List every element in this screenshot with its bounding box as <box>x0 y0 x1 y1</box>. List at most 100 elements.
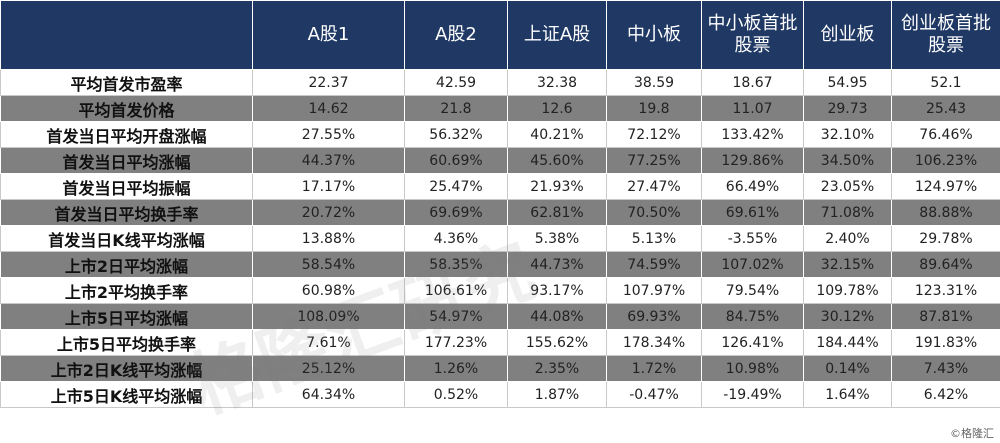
table-cell: 69.69% <box>404 199 508 226</box>
row-label: 首发当日平均换手率 <box>0 199 253 226</box>
table-cell: 64.34% <box>252 381 405 408</box>
table-cell: 184.44% <box>803 329 892 356</box>
table-cell: 87.81% <box>891 303 1000 330</box>
table-row: 平均首发市盈率 22.37 42.59 32.38 38.59 18.67 54.95 52.… <box>0 69 1000 96</box>
table-cell: 107.02% <box>701 251 804 278</box>
table-cell: 21.93% <box>507 173 607 200</box>
table-cell: 2.40% <box>803 225 892 252</box>
row-label: 平均首发市盈率 <box>0 69 253 96</box>
table-cell: 133.42% <box>701 121 804 148</box>
table-cell: 126.41% <box>701 329 804 356</box>
table-cell: 69.93% <box>606 303 702 330</box>
table-cell: 38.59 <box>606 69 702 96</box>
table-cell: 19.8 <box>606 95 702 122</box>
table-cell: 60.69% <box>404 147 508 174</box>
column-header: 上证A股 <box>507 0 607 70</box>
table-cell: 1.64% <box>803 381 892 408</box>
table-cell: 66.49% <box>701 173 804 200</box>
table-cell: 45.60% <box>507 147 607 174</box>
table-cell: 29.73 <box>803 95 892 122</box>
table-cell: 34.50% <box>803 147 892 174</box>
table-cell: 58.54% <box>252 251 405 278</box>
table-cell: 88.88% <box>891 199 1000 226</box>
table-cell: 52.1 <box>891 69 1000 96</box>
column-header: A股2 <box>404 0 508 70</box>
row-label: 上市5日平均涨幅 <box>0 303 253 330</box>
table-cell: 20.72% <box>252 199 405 226</box>
table-cell: 6.42% <box>891 381 1000 408</box>
table-cell: 23.05% <box>803 173 892 200</box>
table-cell: 60.98% <box>252 277 405 304</box>
row-label: 平均首发价格 <box>0 95 253 122</box>
row-label: 首发当日平均涨幅 <box>0 147 253 174</box>
table-cell: 18.67 <box>701 69 804 96</box>
table-cell: 54.95 <box>803 69 892 96</box>
table-cell: 72.12% <box>606 121 702 148</box>
table-cell: 32.15% <box>803 251 892 278</box>
table-row: 上市2日K线平均涨幅 25.12% 1.26% 2.35% 1.72% 10.98% 0.1… <box>0 355 1000 382</box>
table-cell: 25.12% <box>252 355 405 382</box>
table-cell: 44.37% <box>252 147 405 174</box>
table-cell: -0.47% <box>606 381 702 408</box>
header-row: A股1 A股2 上证A股 中小板 中小板首批股票 创业板 创业板首批股票 <box>0 0 1000 70</box>
row-label: 首发当日K线平均涨幅 <box>0 225 253 252</box>
table-cell: 1.72% <box>606 355 702 382</box>
table-cell: 76.46% <box>891 121 1000 148</box>
row-label: 上市2平均换手率 <box>0 277 253 304</box>
table-cell: 25.43 <box>891 95 1000 122</box>
column-header: 中小板首批股票 <box>701 0 804 70</box>
table-cell: 106.61% <box>404 277 508 304</box>
table-body: 平均首发市盈率 22.37 42.59 32.38 38.59 18.67 54.95 52.… <box>0 69 1000 408</box>
table-cell: 27.47% <box>606 173 702 200</box>
table-cell: 29.78% <box>891 225 1000 252</box>
table-cell: 123.31% <box>891 277 1000 304</box>
table-cell: 0.14% <box>803 355 892 382</box>
table-cell: 32.10% <box>803 121 892 148</box>
table-cell: -19.49% <box>701 381 804 408</box>
table-row: 首发当日平均换手率 20.72% 69.69% 62.81% 70.50% 69.61% 7… <box>0 199 1000 226</box>
table-cell: 44.08% <box>507 303 607 330</box>
table-cell: 5.38% <box>507 225 607 252</box>
table-cell: 107.97% <box>606 277 702 304</box>
table-cell: 25.47% <box>404 173 508 200</box>
table-cell: 7.61% <box>252 329 405 356</box>
row-label: 首发当日平均振幅 <box>0 173 253 200</box>
table-cell: 177.23% <box>404 329 508 356</box>
table-cell: 71.08% <box>803 199 892 226</box>
ipo-statistics-table: A股1 A股2 上证A股 中小板 中小板首批股票 创业板 创业板首批股票 平均首发市盈率 22… <box>0 0 1000 408</box>
table-cell: 93.17% <box>507 277 607 304</box>
table-cell: 109.78% <box>803 277 892 304</box>
table-cell: 124.97% <box>891 173 1000 200</box>
column-header: 中小板 <box>606 0 702 70</box>
table-cell: 21.8 <box>404 95 508 122</box>
table-cell: 79.54% <box>701 277 804 304</box>
table-cell: 27.55% <box>252 121 405 148</box>
table-cell: 178.34% <box>606 329 702 356</box>
table-cell: 129.86% <box>701 147 804 174</box>
table-cell: 1.26% <box>404 355 508 382</box>
table-row: 上市5日K线平均涨幅 64.34% 0.52% 1.87% -0.47% -19.49% 1… <box>0 381 1000 408</box>
row-label: 上市5日平均换手率 <box>0 329 253 356</box>
header-cell-corner <box>0 0 253 70</box>
table-cell: 42.59 <box>404 69 508 96</box>
row-label: 上市2日K线平均涨幅 <box>0 355 253 382</box>
table-cell: -3.55% <box>701 225 804 252</box>
table-cell: 74.59% <box>606 251 702 278</box>
table-cell: 62.81% <box>507 199 607 226</box>
column-header: 创业板首批股票 <box>891 0 1000 70</box>
table-cell: 106.23% <box>891 147 1000 174</box>
table-cell: 77.25% <box>606 147 702 174</box>
table-cell: 108.09% <box>252 303 405 330</box>
source-credit: ©格隆汇 <box>950 427 994 440</box>
table-cell: 191.83% <box>891 329 1000 356</box>
table-cell: 0.52% <box>404 381 508 408</box>
table-row: 上市2日平均涨幅 58.54% 58.35% 44.73% 74.59% 107.02% 3… <box>0 251 1000 278</box>
table-cell: 11.07 <box>701 95 804 122</box>
table-cell: 14.62 <box>252 95 405 122</box>
table-row: 首发当日K线平均涨幅 13.88% 4.36% 5.38% 5.13% -3.55% 2.4… <box>0 225 1000 252</box>
table-cell: 84.75% <box>701 303 804 330</box>
table-cell: 89.64% <box>891 251 1000 278</box>
table-cell: 32.38 <box>507 69 607 96</box>
table-cell: 5.13% <box>606 225 702 252</box>
table-row: 上市5日平均换手率 7.61% 177.23% 155.62% 178.34% 126.4… <box>0 329 1000 356</box>
